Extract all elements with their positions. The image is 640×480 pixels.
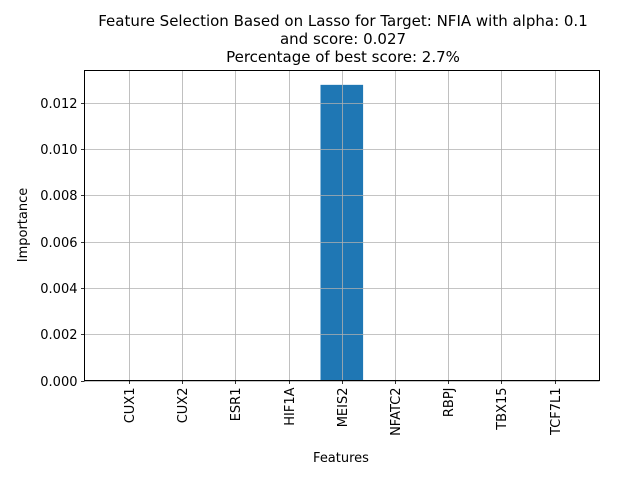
- y-tick-label: 0.002: [40, 328, 77, 343]
- x-tick-label: TCF7L1: [549, 388, 564, 437]
- x-tick-label: RBPJ: [442, 388, 457, 418]
- x-tick-label: CUX2: [176, 388, 191, 424]
- y-tick-label: 0.012: [40, 97, 77, 112]
- x-tick-label: HIF1A: [283, 387, 298, 425]
- chart-title-line-2: and score: 0.027: [279, 30, 407, 48]
- y-tick-label: 0.008: [40, 189, 77, 204]
- y-tick-label: 0.000: [40, 375, 77, 390]
- y-tick-label: 0.006: [40, 236, 77, 251]
- x-tick-label: MEIS2: [336, 388, 351, 428]
- plot-frame: [84, 70, 600, 381]
- y-tick-label: 0.010: [40, 143, 77, 158]
- chart-title-line-3: Percentage of best score: 2.7%: [226, 48, 460, 66]
- chart-title-line-1: Feature Selection Based on Lasso for Tar…: [98, 12, 588, 30]
- x-tick-label: NFATC2: [389, 388, 404, 436]
- x-tick-label: CUX1: [123, 388, 138, 424]
- bars: [84, 70, 600, 382]
- x-tick-label: ESR1: [229, 388, 244, 422]
- x-tick-label: TBX15: [495, 388, 510, 431]
- x-axis-label: Features: [313, 451, 369, 466]
- bar-meis2: [320, 84, 364, 381]
- y-tick-label: 0.004: [40, 282, 77, 297]
- x-axis: CUX1 CUX2 ESR1 HIF1A MEIS2 NFATC2 RBPJ TBX15 TCF…: [123, 380, 564, 437]
- y-axis: 0.000 0.002 0.004 0.006 0.008 0.010 0.012: [40, 97, 85, 390]
- y-axis-label: Importance: [16, 188, 31, 263]
